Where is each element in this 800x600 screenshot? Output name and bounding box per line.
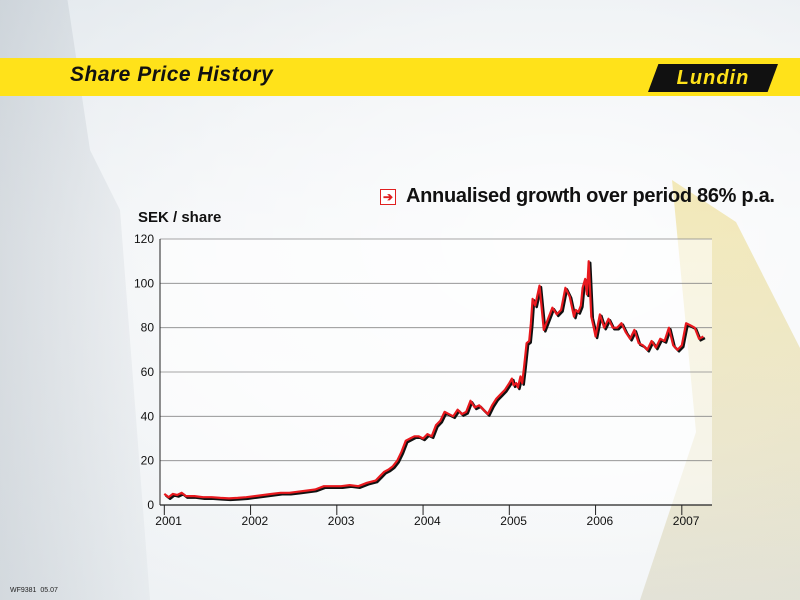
page-title: Share Price History bbox=[70, 63, 274, 86]
series-line bbox=[163, 260, 704, 500]
lundin-logo: Lundin bbox=[648, 64, 778, 92]
x-tick-label: 2005 bbox=[500, 514, 527, 528]
y-tick-label: 100 bbox=[134, 276, 154, 290]
annotation-text: Annualised growth over period 86% p.a. bbox=[406, 185, 775, 207]
footer-doc-code: WF9381 bbox=[10, 587, 37, 594]
x-tick-label: 2006 bbox=[587, 514, 614, 528]
y-tick-label: 20 bbox=[141, 454, 155, 468]
y-tick-label: 120 bbox=[134, 232, 154, 246]
footer-date: 05.07 bbox=[40, 587, 58, 594]
logo-text: Lundin bbox=[676, 66, 750, 89]
x-tick-label: 2007 bbox=[673, 514, 700, 528]
arrow-right-icon: ➔ bbox=[380, 188, 396, 205]
y-tick-label: 80 bbox=[141, 321, 155, 335]
growth-annotation: ➔ Annualised growth over period 86% p.a. bbox=[380, 185, 775, 208]
x-tick-label: 2004 bbox=[414, 514, 441, 528]
x-tick-label: 2002 bbox=[242, 514, 269, 528]
x-tick-label: 2001 bbox=[155, 514, 182, 528]
footer-code: WF9381 05.07 bbox=[10, 587, 58, 594]
x-tick-label: 2003 bbox=[328, 514, 355, 528]
logo-shape bbox=[648, 64, 778, 92]
y-tick-label: 60 bbox=[141, 365, 155, 379]
y-tick-label: 0 bbox=[147, 498, 154, 512]
y-tick-label: 40 bbox=[141, 409, 155, 423]
y-axis-label: SEK / share bbox=[138, 209, 222, 226]
